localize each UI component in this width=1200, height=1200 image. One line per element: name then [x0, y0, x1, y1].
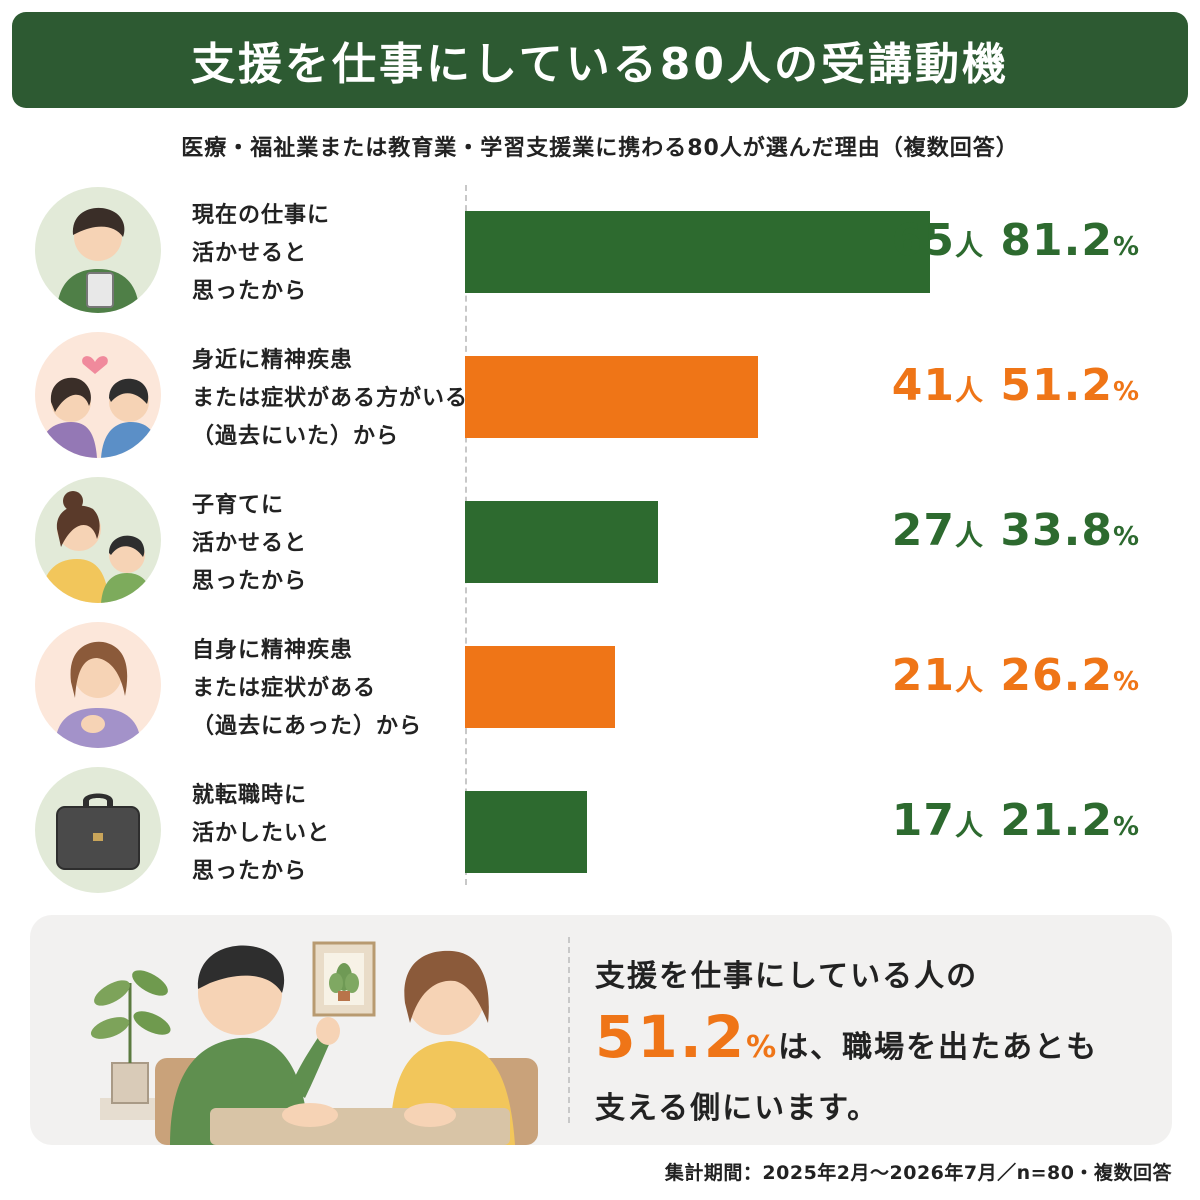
- count-unit: 人: [955, 809, 985, 842]
- category-label-line: （過去にいた）から: [192, 424, 400, 449]
- chart-row: 就転職時に活かしたいと 思ったから 17人 21.2%: [0, 765, 1200, 895]
- category-label-line: 現在の仕事に: [192, 203, 331, 228]
- percent-sign: %: [1112, 812, 1140, 842]
- percent-value: 51.2: [1000, 360, 1113, 411]
- category-label-line: 思ったから: [192, 279, 308, 304]
- chart-row: 現在の仕事に 活かせると思ったから 65人 81.2%: [0, 185, 1200, 315]
- briefcase-icon: [35, 767, 161, 893]
- spacer: [984, 360, 1000, 411]
- count-unit: 人: [955, 229, 985, 262]
- two-people-talking-icon: [90, 941, 538, 1145]
- count-value: 27: [891, 505, 956, 556]
- bar: [465, 791, 587, 873]
- category-label-line: 活かせると: [192, 531, 308, 556]
- count-unit: 人: [955, 519, 985, 552]
- category-label-line: 思ったから: [192, 859, 308, 884]
- chart-row: 身近に精神疾患または症状がある方がいる （過去にいた）から 41人 51.2%: [0, 330, 1200, 460]
- count-value: 65: [891, 215, 956, 266]
- data-label: 21人 26.2%: [892, 650, 1140, 701]
- count-value: 17: [891, 795, 956, 846]
- percent-sign: %: [1112, 522, 1140, 552]
- count-value: 41: [891, 360, 956, 411]
- data-label: 65人 81.2%: [892, 215, 1140, 266]
- worker-with-clipboard-icon: [35, 187, 161, 313]
- category-label-line: 活かしたいと: [192, 821, 331, 846]
- woman-hand-on-chest-icon: [35, 622, 161, 748]
- category-label-line: 思ったから: [192, 569, 308, 594]
- percent-sign: %: [1112, 667, 1140, 697]
- spacer: [984, 505, 1000, 556]
- count-unit: 人: [955, 664, 985, 697]
- count-value: 21: [891, 650, 956, 701]
- callout-highlight-value: 51.2: [595, 1003, 747, 1071]
- conversation-illustration: [60, 923, 550, 1145]
- percent-value: 33.8: [1000, 505, 1113, 556]
- footnote: 集計期間：2025年2月〜2026年7月／n=80・複数回答: [664, 1162, 1172, 1184]
- two-people-heart-icon: [35, 332, 161, 458]
- percent-value: 21.2: [1000, 795, 1113, 846]
- category-label: 就転職時に活かしたいと 思ったから: [192, 777, 462, 891]
- bar: [465, 211, 930, 293]
- category-label-line: 就転職時に: [192, 783, 308, 808]
- spacer: [984, 215, 1000, 266]
- percent-value: 81.2: [1000, 215, 1113, 266]
- callout-line-2-rest: は、職場を出たあとも: [778, 1030, 1099, 1065]
- chart-row: 自身に精神疾患 または症状がある （過去にあった）から 21人 26.2%: [0, 620, 1200, 750]
- category-label-line: または症状がある方がいる: [192, 386, 469, 411]
- spacer: [984, 650, 1000, 701]
- callout-line-1: 支援を仕事にしている人の: [595, 959, 979, 994]
- data-label: 41人 51.2%: [892, 360, 1140, 411]
- summary-callout: 支援を仕事にしている人の 51.2%は、職場を出たあとも 支える側にいます。: [595, 951, 1155, 1127]
- percent-value: 26.2: [1000, 650, 1113, 701]
- parent-child-icon: [35, 477, 161, 603]
- category-label: 身近に精神疾患または症状がある方がいる （過去にいた）から: [192, 342, 469, 456]
- summary-panel: 支援を仕事にしている人の 51.2%は、職場を出たあとも 支える側にいます。: [30, 915, 1172, 1145]
- callout-line-2: 51.2%は、職場を出たあとも: [595, 1003, 1155, 1071]
- category-label-line: 子育てに: [192, 493, 285, 518]
- panel-divider: [568, 937, 570, 1123]
- category-label-line: 活かせると: [192, 241, 308, 266]
- title-banner: 支援を仕事にしている80人の受講動機: [12, 12, 1188, 108]
- percent-sign: %: [1112, 232, 1140, 262]
- category-label: 現在の仕事に 活かせると思ったから: [192, 197, 462, 311]
- bar: [465, 356, 759, 438]
- bar: [465, 646, 616, 728]
- chart-row: 子育てに活かせると思ったから 27人 33.8%: [0, 475, 1200, 605]
- category-label-line: または症状がある: [192, 676, 377, 701]
- category-label: 子育てに活かせると思ったから: [192, 487, 462, 601]
- callout-line-3: 支える側にいます。: [595, 1091, 880, 1126]
- data-label: 27人 33.8%: [892, 505, 1140, 556]
- category-label-line: 身近に精神疾患: [192, 348, 354, 373]
- category-label: 自身に精神疾患 または症状がある （過去にあった）から: [192, 632, 462, 746]
- percent-sign: %: [1112, 377, 1140, 407]
- callout-highlight-percent: %: [746, 1030, 779, 1065]
- chart-subtitle: 医療・福祉業または教育業・学習支援業に携わる80人が選んだ理由（複数回答）: [181, 136, 1019, 161]
- page-title: 支援を仕事にしている80人の受講動機: [191, 39, 1009, 90]
- bar: [465, 501, 659, 583]
- spacer: [984, 795, 1000, 846]
- category-label-line: 自身に精神疾患: [192, 638, 354, 663]
- data-label: 17人 21.2%: [892, 795, 1140, 846]
- category-label-line: （過去にあった）から: [192, 714, 423, 739]
- count-unit: 人: [955, 374, 985, 407]
